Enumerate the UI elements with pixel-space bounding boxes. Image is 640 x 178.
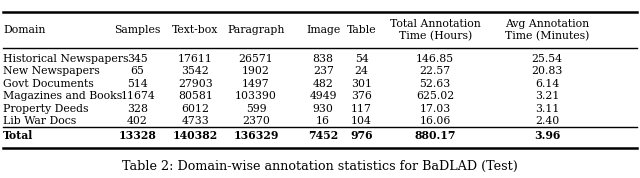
- Text: 136329: 136329: [234, 130, 278, 141]
- Text: 104: 104: [351, 116, 372, 126]
- Text: 376: 376: [351, 91, 372, 101]
- Text: 2.40: 2.40: [535, 116, 559, 126]
- Text: Text-box: Text-box: [172, 25, 218, 35]
- Text: 482: 482: [313, 79, 333, 89]
- Text: 140382: 140382: [173, 130, 218, 141]
- Text: 6012: 6012: [181, 104, 209, 114]
- Text: Paragraph: Paragraph: [227, 25, 285, 35]
- Text: 838: 838: [313, 54, 333, 64]
- Text: 402: 402: [127, 116, 148, 126]
- Text: 880.17: 880.17: [415, 130, 456, 141]
- Text: 345: 345: [127, 54, 148, 64]
- Text: 3.96: 3.96: [534, 130, 561, 141]
- Text: 328: 328: [127, 104, 148, 114]
- Text: Magazines and Books: Magazines and Books: [3, 91, 122, 101]
- Text: Total Annotation: Total Annotation: [390, 19, 481, 29]
- Text: 11674: 11674: [120, 91, 155, 101]
- Text: 3542: 3542: [181, 66, 209, 76]
- Text: New Newspapers: New Newspapers: [3, 66, 100, 76]
- Text: 27903: 27903: [178, 79, 212, 89]
- Text: Lib War Docs: Lib War Docs: [3, 116, 76, 126]
- Text: 1497: 1497: [242, 79, 270, 89]
- Text: 54: 54: [355, 54, 369, 64]
- Text: 625.02: 625.02: [416, 91, 454, 101]
- Text: 599: 599: [246, 104, 266, 114]
- Text: 20.83: 20.83: [531, 66, 563, 76]
- Text: Time (Hours): Time (Hours): [399, 31, 472, 42]
- Text: 4949: 4949: [310, 91, 337, 101]
- Text: Domain: Domain: [3, 25, 45, 35]
- Text: Time (Minutes): Time (Minutes): [505, 31, 589, 42]
- Text: 65: 65: [131, 66, 145, 76]
- Text: 3.21: 3.21: [535, 91, 559, 101]
- Text: 4733: 4733: [181, 116, 209, 126]
- Text: 1902: 1902: [242, 66, 270, 76]
- Text: Total: Total: [3, 130, 33, 141]
- Text: Table 2: Domain-wise annotation statistics for BaDLAD (Test): Table 2: Domain-wise annotation statisti…: [122, 160, 518, 173]
- Text: 26571: 26571: [239, 54, 273, 64]
- Text: 7452: 7452: [308, 130, 339, 141]
- Text: 24: 24: [355, 66, 369, 76]
- Text: 2370: 2370: [242, 116, 270, 126]
- Text: 117: 117: [351, 104, 372, 114]
- Text: 930: 930: [313, 104, 333, 114]
- Text: 6.14: 6.14: [535, 79, 559, 89]
- Text: Property Deeds: Property Deeds: [3, 104, 89, 114]
- Text: 17.03: 17.03: [420, 104, 451, 114]
- Text: Govt Documents: Govt Documents: [3, 79, 94, 89]
- Text: 103390: 103390: [235, 91, 277, 101]
- Text: Image: Image: [306, 25, 340, 35]
- Text: 146.85: 146.85: [416, 54, 454, 64]
- Text: Table: Table: [347, 25, 376, 35]
- Text: 17611: 17611: [178, 54, 212, 64]
- Text: 52.63: 52.63: [420, 79, 451, 89]
- Text: 514: 514: [127, 79, 148, 89]
- Text: 301: 301: [351, 79, 372, 89]
- Text: 237: 237: [313, 66, 333, 76]
- Text: 3.11: 3.11: [535, 104, 559, 114]
- Text: Samples: Samples: [115, 25, 161, 35]
- Text: 16.06: 16.06: [419, 116, 451, 126]
- Text: Avg Annotation: Avg Annotation: [505, 19, 589, 29]
- Text: 16: 16: [316, 116, 330, 126]
- Text: 80581: 80581: [178, 91, 212, 101]
- Text: Historical Newspapers: Historical Newspapers: [3, 54, 129, 64]
- Text: 13328: 13328: [118, 130, 157, 141]
- Text: 976: 976: [350, 130, 373, 141]
- Text: 22.57: 22.57: [420, 66, 451, 76]
- Text: 25.54: 25.54: [532, 54, 563, 64]
